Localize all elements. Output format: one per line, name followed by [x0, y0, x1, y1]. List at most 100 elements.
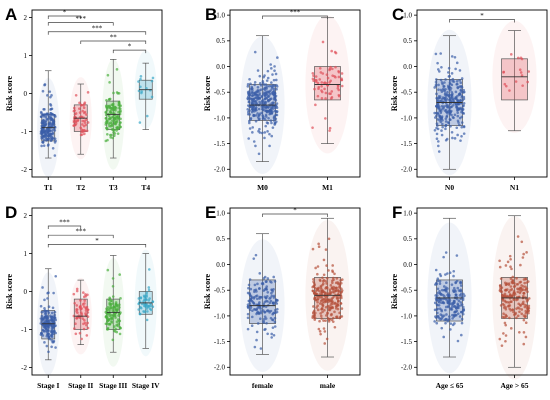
data-point [259, 317, 262, 320]
data-point [145, 303, 149, 306]
data-point [268, 132, 271, 136]
data-point [145, 318, 149, 322]
data-point [47, 323, 50, 327]
data-point [40, 319, 43, 323]
data-point [80, 128, 84, 132]
data-point [47, 350, 50, 354]
data-point [258, 272, 262, 275]
data-point [442, 335, 446, 339]
data-point [271, 301, 275, 305]
data-point [448, 300, 451, 304]
data-point [263, 118, 267, 121]
data-point [439, 111, 443, 115]
data-point [444, 273, 447, 276]
data-point [508, 254, 512, 258]
data-point [262, 320, 265, 323]
y-tick-label: -1.5 [401, 338, 413, 346]
data-point [105, 307, 108, 311]
significance-bracket [47, 31, 147, 35]
data-point [265, 299, 268, 303]
data-point [463, 294, 466, 298]
significance-bracket [262, 15, 328, 19]
data-point [325, 264, 328, 267]
data-point [139, 75, 143, 78]
data-point [517, 302, 521, 306]
data-point [516, 290, 520, 294]
data-point [435, 78, 438, 81]
data-point [459, 333, 463, 337]
data-point [498, 259, 501, 263]
data-point [338, 286, 341, 289]
significance-label: *** [59, 218, 70, 226]
data-point [142, 300, 145, 303]
data-point [263, 136, 266, 140]
data-point [266, 69, 270, 73]
data-point [322, 319, 325, 322]
data-point [105, 132, 109, 136]
significance-bracket [112, 49, 147, 54]
data-point [499, 277, 503, 280]
data-point [258, 100, 261, 104]
data-point [270, 332, 273, 336]
data-point [274, 99, 278, 102]
y-tick-label: 1.0 [216, 12, 225, 20]
data-point [273, 114, 276, 118]
data-point [75, 287, 79, 291]
data-point [112, 91, 115, 95]
data-point [40, 314, 44, 318]
data-point [248, 293, 252, 297]
data-point [514, 80, 518, 83]
data-point [82, 305, 86, 308]
data-point [106, 268, 110, 272]
data-point [268, 112, 271, 116]
data-point [446, 90, 449, 94]
data-point [111, 306, 114, 310]
data-point [53, 315, 57, 319]
data-point [525, 251, 528, 254]
data-point [259, 83, 263, 87]
data-point [435, 126, 438, 130]
data-point [520, 240, 524, 244]
data-point [273, 65, 276, 68]
data-point [445, 281, 448, 284]
data-point [311, 126, 314, 129]
data-point [333, 302, 337, 306]
y-tick-label: -0.5 [214, 287, 226, 295]
data-point [54, 274, 58, 278]
data-point [438, 118, 442, 122]
data-point [321, 304, 325, 308]
data-point [521, 256, 525, 259]
data-point [43, 341, 46, 344]
data-point [116, 132, 120, 135]
data-point [271, 85, 274, 88]
data-point [334, 286, 338, 290]
data-point [444, 251, 448, 254]
significance-bracket [449, 19, 515, 23]
y-tick-label: -1.0 [214, 312, 226, 320]
data-point [270, 281, 273, 284]
data-point [508, 89, 511, 92]
data-point [265, 110, 269, 113]
y-tick-label: 0.5 [403, 37, 412, 45]
data-point [246, 304, 250, 308]
data-point [138, 312, 142, 316]
data-point [445, 137, 449, 141]
data-point [522, 285, 525, 288]
data-point [252, 97, 256, 101]
data-point [82, 106, 86, 110]
data-point [261, 282, 265, 286]
data-point [40, 144, 43, 148]
data-point [52, 291, 55, 295]
data-point [270, 67, 273, 70]
data-point [453, 299, 456, 303]
data-point [139, 85, 142, 89]
data-point [498, 265, 502, 269]
x-category-label: Stage I [37, 381, 59, 390]
y-tick-label: 1.0 [403, 12, 412, 20]
data-point [145, 307, 149, 310]
data-point [107, 318, 110, 322]
data-point [518, 68, 522, 72]
data-point [437, 315, 440, 318]
data-point [458, 69, 462, 72]
data-point [151, 300, 155, 303]
